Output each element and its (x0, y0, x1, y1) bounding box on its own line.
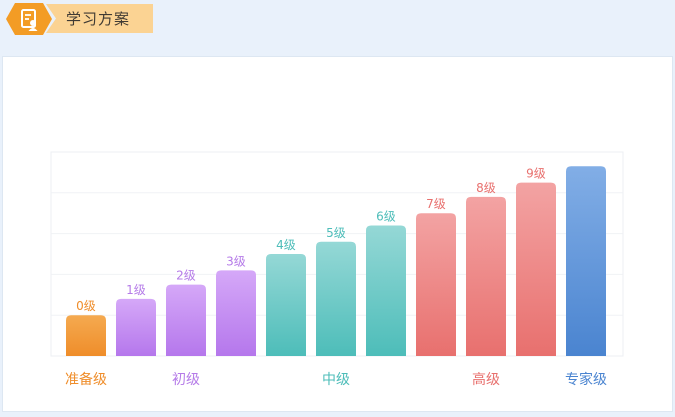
bar-3 (216, 270, 256, 356)
bar-value-label-2: 2级 (176, 269, 196, 283)
bar-value-label-6: 6级 (376, 209, 396, 223)
bar-value-label-8: 8级 (476, 181, 496, 195)
document-person-icon (6, 3, 52, 35)
bar-10 (566, 166, 606, 356)
bar-0 (66, 315, 106, 356)
bar-6 (366, 225, 406, 356)
bar-5 (316, 241, 356, 356)
group-label-2: 中级 (322, 372, 350, 388)
bar-2 (166, 284, 206, 356)
group-label-4: 专家级 (565, 371, 607, 388)
group-label-1: 初级 (172, 371, 200, 388)
bar-1 (116, 298, 156, 356)
bar-value-label-9: 9级 (526, 167, 546, 181)
bar-value-label-1: 1级 (126, 283, 146, 297)
group-label-0: 准备级 (65, 371, 107, 388)
bar-value-label-0: 0级 (76, 299, 96, 313)
bar-value-label-3: 3级 (226, 254, 246, 268)
bar-9 (516, 182, 556, 356)
title-tab (46, 4, 153, 33)
group-label-3: 高级 (472, 371, 500, 388)
bar-4 (266, 254, 306, 356)
bar-7 (416, 213, 456, 356)
bar-value-label-7: 7级 (426, 197, 446, 211)
bar-value-label-4: 4级 (276, 238, 296, 252)
section-header: 学习方案 (0, 0, 675, 40)
bar-8 (466, 196, 506, 356)
page-title: 学习方案 (66, 10, 131, 28)
bar-value-label-5: 5级 (326, 226, 346, 240)
